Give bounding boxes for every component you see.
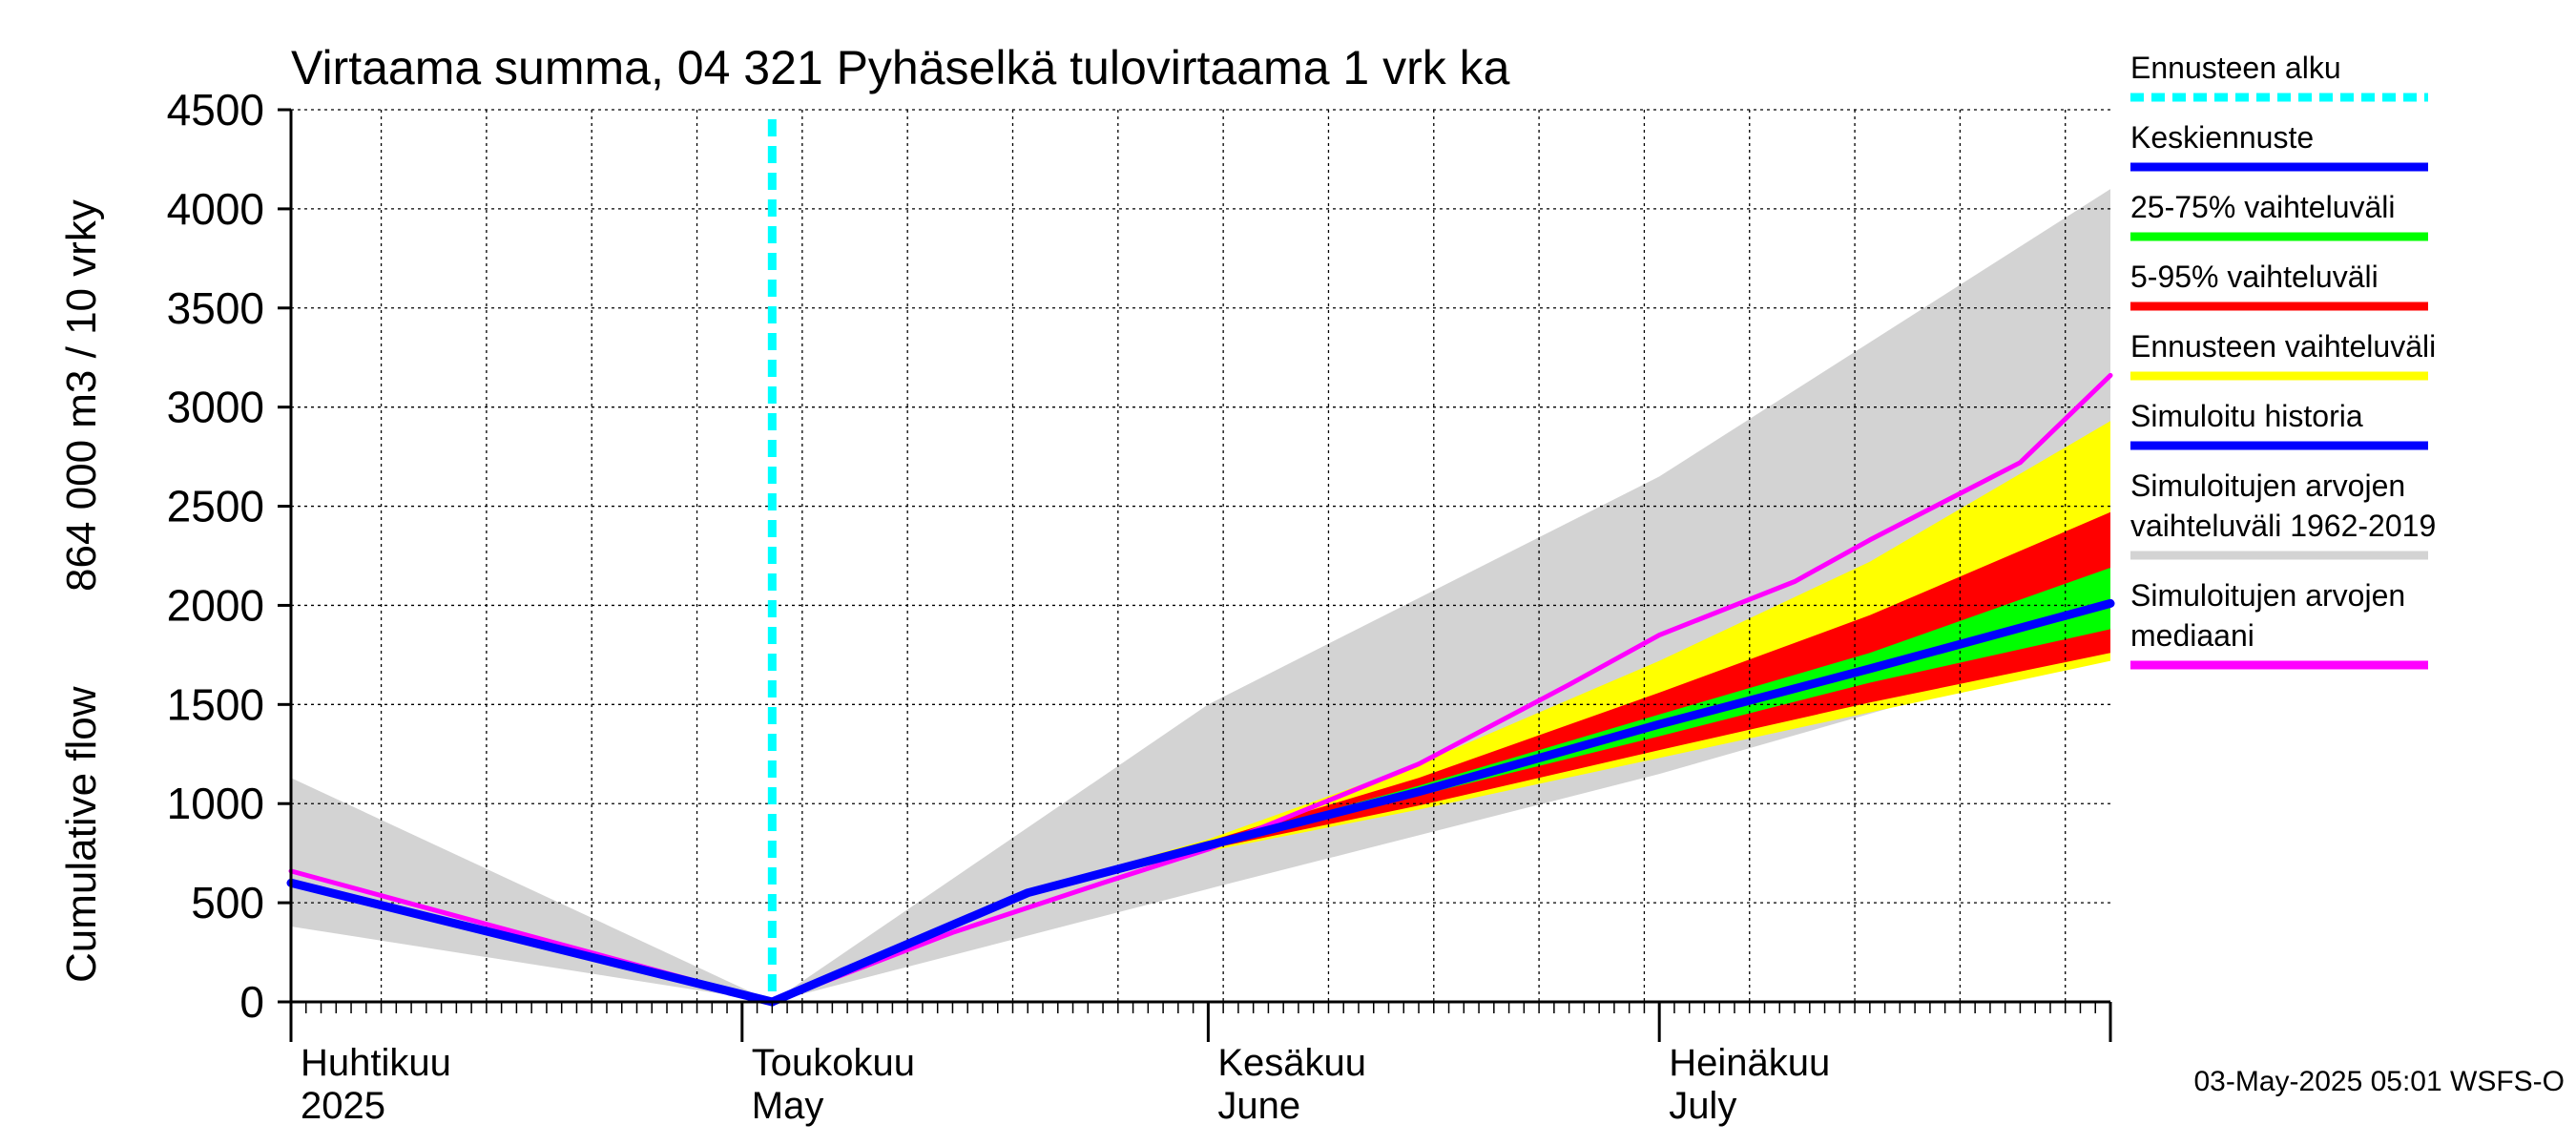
legend-label-1: Keskiennuste <box>2130 120 2314 155</box>
y-tick-label-1500: 1500 <box>167 679 264 729</box>
y-axis-label-fi: 864 000 m3 / 10 vrky <box>58 199 105 592</box>
x-month-label-fi-0: Huhtikuu <box>301 1042 451 1084</box>
legend-label-6: Simuloitujen arvojen <box>2130 468 2405 503</box>
legend-label-5: Simuloitu historia <box>2130 399 2363 433</box>
y-tick-label-3000: 3000 <box>167 383 264 432</box>
chart-lines <box>286 119 2115 1007</box>
x-month-label-en-0: 2025 <box>301 1085 385 1127</box>
y-axis-label-en: Cumulative flow <box>58 686 105 983</box>
line-mean_forecast <box>767 598 2115 1007</box>
timestamp-footer: 03-May-2025 05:01 WSFS-O <box>2194 1066 2566 1097</box>
y-tick-label-4500: 4500 <box>167 85 264 135</box>
legend-label-7: Simuloitujen arvojen <box>2130 578 2405 613</box>
chart-grid <box>291 109 2110 1002</box>
legend-label-3: 5-95% vaihteluväli <box>2130 260 2379 294</box>
chart-axes: 0 500 1000 1500 2000 2500 3000 3500 4000 4500 Huht… <box>167 85 2112 1127</box>
y-tick-label-2500: 2500 <box>167 482 264 531</box>
y-tick-label-4000: 4000 <box>167 184 264 234</box>
legend-label-7: mediaani <box>2130 618 2254 653</box>
chart-title: Virtaama summa, 04 321 Pyhäselkä tulovir… <box>291 41 1510 94</box>
x-month-label-fi-1: Toukokuu <box>752 1042 915 1084</box>
y-tick-label-500: 500 <box>191 878 264 927</box>
line-median_sim <box>288 372 2113 1005</box>
x-month-label-fi-3: Heinäkuu <box>1669 1042 1830 1084</box>
line-sim_history <box>286 878 777 1007</box>
x-month-label-en-2: June <box>1217 1085 1300 1127</box>
legend-label-4: Ennusteen vaihteluväli <box>2130 329 2436 364</box>
y-tick-label-0: 0 <box>239 977 264 1027</box>
x-month-label-fi-2: Kesäkuu <box>1217 1042 1366 1084</box>
x-month-label-en-3: July <box>1669 1085 1736 1127</box>
x-month-label-en-1: May <box>752 1085 824 1127</box>
y-tick-label-3500: 3500 <box>167 283 264 333</box>
y-tick-label-2000: 2000 <box>167 580 264 630</box>
legend-label-0: Ennusteen alku <box>2130 51 2341 85</box>
legend-label-6: vaihteluväli 1962-2019 <box>2130 509 2436 543</box>
chart-legend: Ennusteen alku Keskiennuste 25-75% vaihtel… <box>2130 51 2436 670</box>
legend-label-2: 25-75% vaihteluväli <box>2130 190 2396 224</box>
y-tick-label-1000: 1000 <box>167 779 264 828</box>
